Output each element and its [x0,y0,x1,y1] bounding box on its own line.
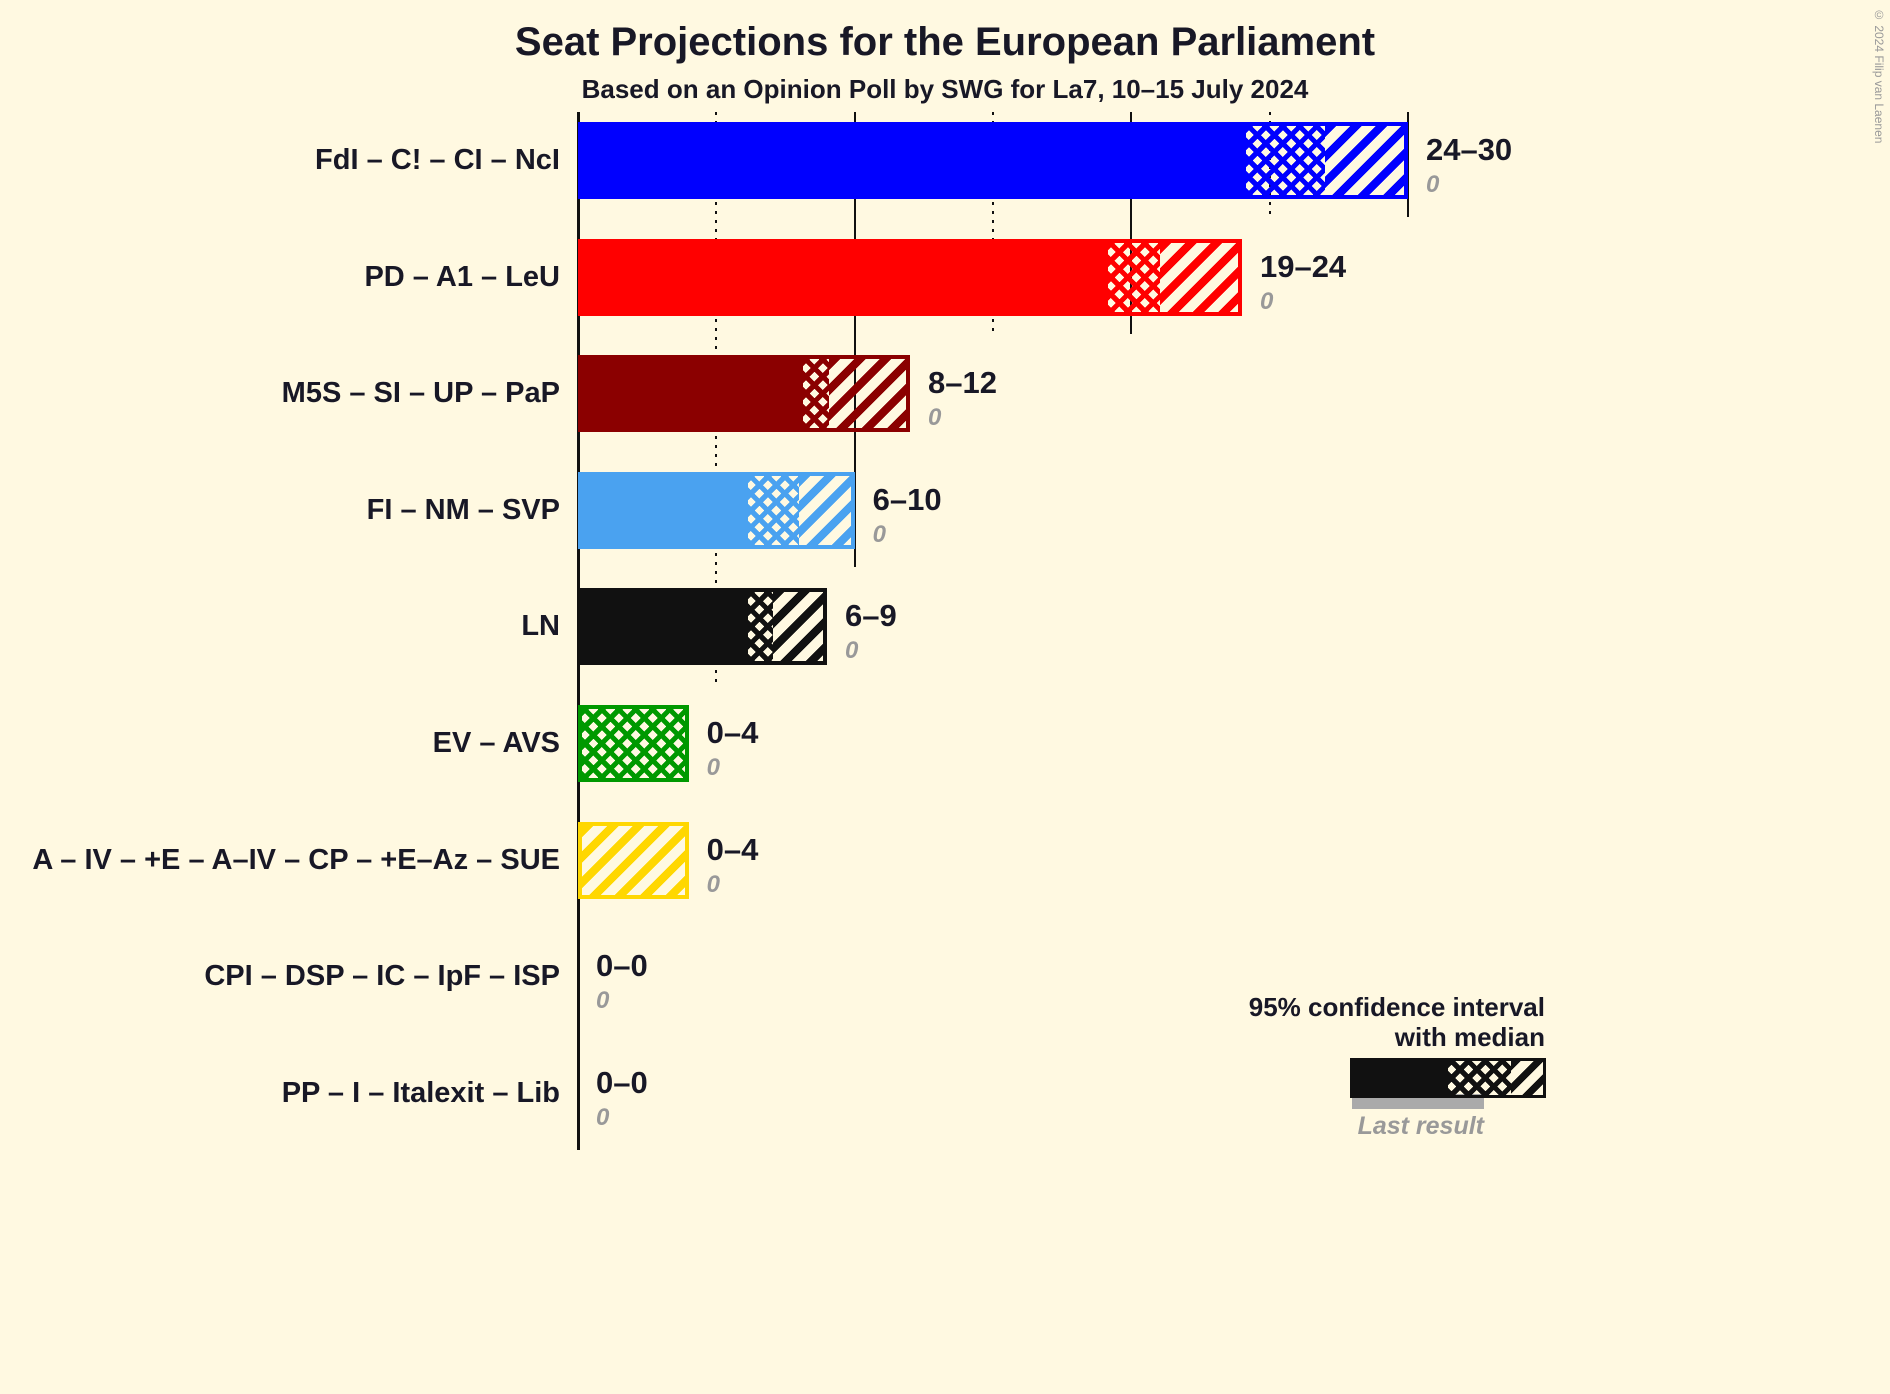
bar-category-label: CPI – DSP – IC – IpF – ISP [204,960,560,993]
bar-crosshatch-segment [582,709,685,778]
legend-diagonal-segment [1510,1061,1543,1095]
last-result-value: 0 [844,637,859,665]
bar-solid-segment [578,471,744,549]
last-result-value: 0 [927,404,942,432]
bar-category-label: LN [521,610,560,643]
chart-title: Seat Projections for the European Parlia… [514,20,1376,64]
bar-diagonal-segment [772,592,823,662]
last-result-value: 0 [1425,171,1440,198]
legend-last-result-label: Last result [1357,1112,1484,1140]
bar-crosshatch-segment [1245,126,1325,195]
gridline-15 [991,112,994,334]
seat-range-label: 8–12 [927,365,997,401]
last-result-value: 0 [596,987,610,1015]
bar-category-label: EV – AVS [432,727,560,759]
bar-category-label: FI – NM – SVP [366,493,560,526]
bar-category-label: A – IV – +E – A–IV – CP – +E–Az – SUE [32,843,560,876]
last-result-value: 0 [596,1103,610,1131]
bar-diagonal-segment [828,359,906,429]
legend-solid-segment [1353,1061,1448,1095]
last-result-value: 0 [1259,287,1274,315]
legend-ci-label-line2: with median [1394,1022,1545,1052]
last-result-value: 0 [706,754,721,781]
bar-confidence-interval [1241,122,1408,199]
bar-confidence-interval [743,588,827,666]
bar-diagonal-segment [1159,242,1238,312]
gridline-30 [1406,112,1409,217]
seat-range-label: 24–30 [1425,132,1513,167]
seat-range-label: 19–24 [1259,248,1347,284]
legend-sample-bar [1350,1058,1546,1098]
gridline-20 [1130,112,1133,334]
copyright-notice: © 2024 Filip van Laenen [1872,8,1886,144]
gridline-10 [853,112,856,567]
bar-diagonal-segment [1324,126,1404,195]
bar-solid-segment [578,355,800,433]
seat-range-label: 0–0 [596,948,648,984]
seat-range-label: 0–0 [596,1064,648,1100]
bar-category-label: M5S – SI – UP – PaP [281,377,560,410]
bar-solid-segment [578,238,1104,316]
bar-confidence-interval [743,471,855,549]
seat-range-label: 0–4 [706,831,759,867]
chart-subtitle: Based on an Opinion Poll by SWG for La7,… [581,74,1309,104]
bar-crosshatch-segment [747,475,800,545]
bar-category-label: PD – A1 – LeU [364,260,560,293]
seat-range-label: 6–9 [844,598,897,634]
bar-category-label: FdI – C! – CI – NcI [315,144,560,176]
bar-confidence-interval [799,355,910,433]
bar-crosshatch-segment [1107,242,1160,312]
bar-solid-segment [578,122,1242,199]
bar-crosshatch-segment [747,592,773,662]
last-result-value: 0 [706,870,721,898]
bar-category-label: PP – I – Italexit – Lib [281,1076,560,1109]
seat-range-label: 0–4 [706,715,759,750]
seat-range-label: 6–10 [872,481,942,517]
bar-confidence-interval [1103,238,1242,316]
last-result-value: 0 [872,520,887,548]
bar-solid-segment [578,588,744,666]
bar-crosshatch-segment [803,359,829,429]
bar-confidence-interval [578,821,689,899]
legend-ci-label-line1: 95% confidence interval [1248,992,1545,1022]
bar-confidence-interval [578,705,689,782]
legend-crosshatch-segment [1448,1061,1511,1095]
bar-diagonal-segment [799,475,851,545]
bar-diagonal-segment [582,825,685,895]
